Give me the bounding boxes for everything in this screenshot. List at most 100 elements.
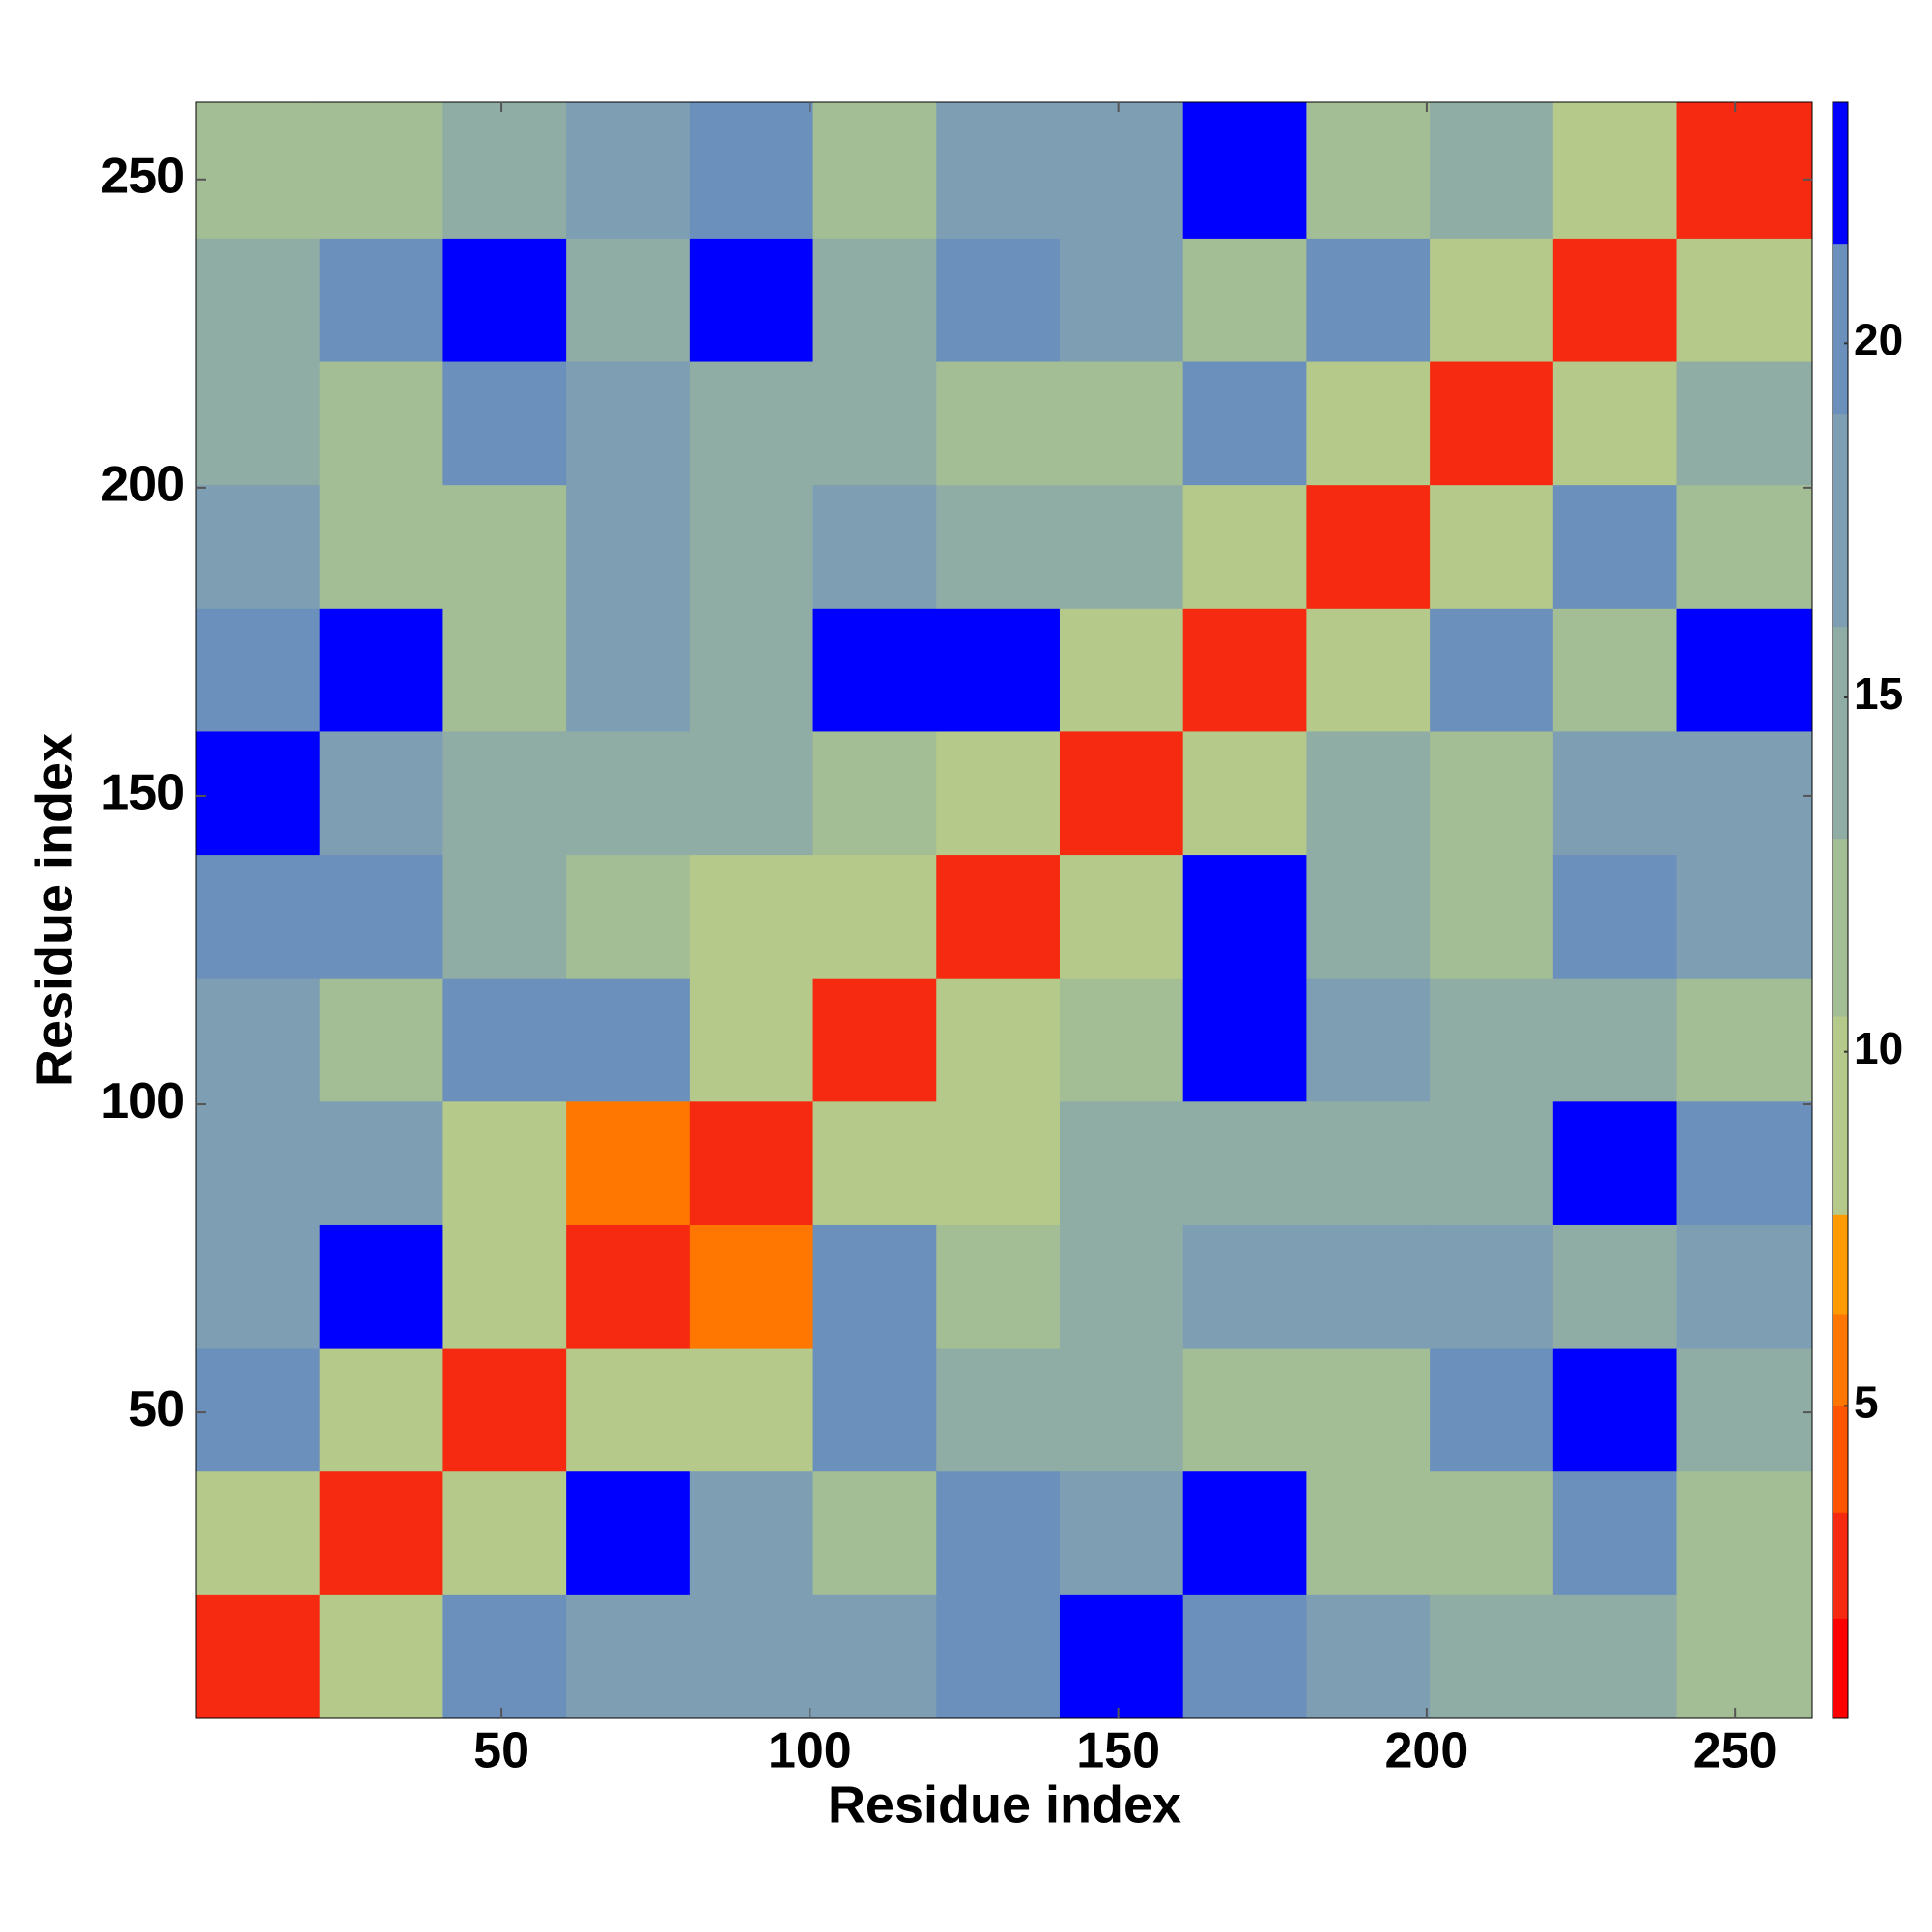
heatmap-cell xyxy=(1676,1470,1813,1595)
heatmap-cell xyxy=(812,1594,937,1719)
heatmap-cell xyxy=(1430,1594,1554,1719)
heatmap-cell xyxy=(689,1594,814,1719)
heatmap-cell xyxy=(1182,730,1307,856)
heatmap-cell xyxy=(319,1224,443,1349)
colorbar-frame xyxy=(1832,101,1849,1719)
heatmap-cell xyxy=(1430,854,1554,979)
heatmap-cell xyxy=(1182,854,1307,979)
heatmap-cell xyxy=(566,730,691,856)
heatmap-cell xyxy=(812,854,937,979)
heatmap-cell xyxy=(1182,978,1307,1102)
colorbar-segment xyxy=(1833,413,1848,628)
heatmap-cell xyxy=(812,102,937,239)
colorbar-tick-label: 10 xyxy=(1854,1023,1903,1073)
heatmap-cell xyxy=(1182,1594,1307,1719)
heatmap-cell xyxy=(812,484,937,609)
heatmap-cell xyxy=(1676,854,1813,979)
y-axis-title: Residue index xyxy=(25,733,83,1087)
heatmap-cell xyxy=(196,854,321,979)
heatmap-cell xyxy=(1552,238,1678,362)
heatmap-cell xyxy=(1059,1224,1184,1349)
heatmap-cell xyxy=(1306,854,1431,979)
heatmap-cell xyxy=(689,238,814,362)
heatmap-cell xyxy=(689,361,814,486)
heatmap-cell xyxy=(442,484,567,609)
y-tick-label: 250 xyxy=(100,149,185,205)
heatmap-cell xyxy=(689,730,814,856)
colorbar-segment xyxy=(1833,626,1848,840)
heatmap-cell xyxy=(689,1224,814,1349)
heatmap-cell xyxy=(442,1470,567,1595)
heatmap-cell xyxy=(1306,1470,1431,1595)
colorbar-tick-label: 15 xyxy=(1854,668,1903,719)
heatmap-cell xyxy=(936,1100,1061,1225)
heatmap-cell xyxy=(566,102,691,239)
heatmap-cell xyxy=(196,978,321,1102)
heatmap-cell xyxy=(319,608,443,732)
heatmap-cell xyxy=(1182,1100,1307,1225)
heatmap-cell xyxy=(442,730,567,856)
colorbar-tick-label: 5 xyxy=(1854,1377,1879,1427)
heatmap-cell xyxy=(1552,1100,1678,1225)
heatmap-cell xyxy=(1182,484,1307,609)
heatmap-cell xyxy=(196,1100,321,1225)
heatmap-cell xyxy=(1430,238,1554,362)
heatmap-cell xyxy=(689,854,814,979)
heatmap-cell xyxy=(1676,608,1813,732)
heatmap-cell xyxy=(689,484,814,609)
heatmap-cell xyxy=(566,978,691,1102)
heatmap-cell xyxy=(566,1100,691,1225)
heatmap-cell xyxy=(1306,238,1431,362)
heatmap-cell xyxy=(936,1470,1061,1595)
heatmap-cell xyxy=(1552,484,1678,609)
heatmap-cell xyxy=(1430,978,1554,1102)
heatmap-cell xyxy=(319,730,443,856)
heatmap-cell xyxy=(1306,102,1431,239)
heatmap-cell xyxy=(442,1348,567,1472)
heatmap-cell xyxy=(1182,102,1307,239)
colorbar-tick-label: 20 xyxy=(1854,314,1903,364)
heatmap-cell xyxy=(1306,1594,1431,1719)
heatmap-cell xyxy=(319,484,443,609)
y-tick-label: 150 xyxy=(100,765,185,821)
heatmap-cell xyxy=(1676,484,1813,609)
heatmap-cell xyxy=(196,484,321,609)
heatmap-cell xyxy=(936,484,1061,609)
heatmap-cell xyxy=(566,1348,691,1472)
y-tick-label: 200 xyxy=(100,457,185,513)
heatmap-cell xyxy=(319,102,443,239)
heatmap-cell xyxy=(566,238,691,362)
heatmap-cell xyxy=(1182,1348,1307,1472)
heatmap-cell xyxy=(1676,1594,1813,1719)
heatmap-cell xyxy=(1306,1100,1431,1225)
heatmap-cell xyxy=(319,854,443,979)
heatmap-cell xyxy=(1552,730,1678,856)
heatmap-cell xyxy=(319,1348,443,1472)
heatmap-cell xyxy=(936,238,1061,362)
heatmap-cell xyxy=(1059,102,1184,239)
heatmap-cell xyxy=(1552,1470,1678,1595)
heatmap-cell xyxy=(1430,102,1554,239)
heatmap-cell xyxy=(442,102,567,239)
heatmap-cell xyxy=(1430,1224,1554,1349)
colorbar-segment xyxy=(1833,102,1848,245)
heatmap-cell xyxy=(689,978,814,1102)
heatmap-cell xyxy=(1430,484,1554,609)
heatmap-cell xyxy=(1182,608,1307,732)
heatmap-cell xyxy=(936,1224,1061,1349)
heatmap-cell xyxy=(936,102,1061,239)
heatmap-cell xyxy=(1059,730,1184,856)
heatmap-cell xyxy=(1059,1594,1184,1719)
heatmap-cell xyxy=(319,238,443,362)
x-axis-title: Residue index xyxy=(828,1776,1181,1833)
heatmap-cell xyxy=(689,608,814,732)
heatmap-cell xyxy=(936,1594,1061,1719)
heatmap-cell xyxy=(936,978,1061,1102)
colorbar-segment xyxy=(1833,1214,1848,1315)
heatmap-cell xyxy=(566,484,691,609)
heatmap-cell xyxy=(689,1100,814,1225)
heatmap-cell xyxy=(1059,361,1184,486)
heatmap-cell xyxy=(1306,1224,1431,1349)
heatmap-cell xyxy=(196,1594,321,1719)
